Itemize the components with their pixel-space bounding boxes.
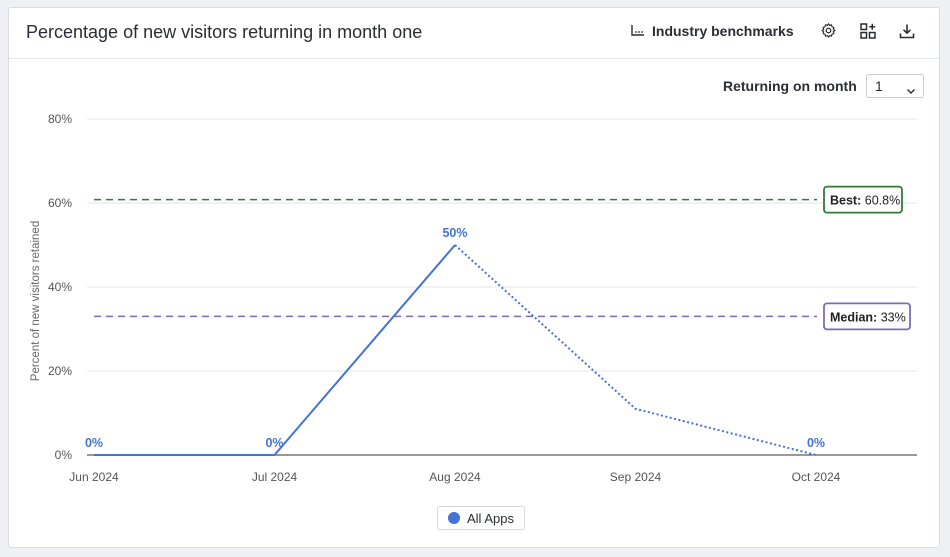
best-label-box [823, 185, 903, 214]
gear-icon [820, 22, 837, 44]
month-select-value: 1 [875, 78, 883, 94]
returning-on-month-label: Returning on month [723, 78, 857, 94]
x-tick-label: Aug 2024 [429, 470, 481, 484]
y-tick-label: 80% [48, 112, 72, 126]
y-axis-title: Percent of new visitors retained [30, 221, 42, 381]
industry-benchmarks-button[interactable]: Industry benchmarks [631, 23, 794, 39]
legend-label: All Apps [467, 510, 514, 526]
add-widget-icon [860, 22, 876, 44]
series-line-solid [94, 244, 456, 456]
median-benchmark-label: Median: 33% [823, 302, 911, 331]
add-widget-button[interactable] [857, 22, 879, 44]
y-tick-label: 40% [48, 280, 72, 294]
data-label: 0% [265, 436, 283, 450]
x-tick-label: Jul 2024 [252, 470, 298, 484]
legend-dot-icon [448, 512, 460, 524]
best-label-text: Best: 60.8% [830, 194, 900, 208]
x-tick-label: Oct 2024 [792, 470, 841, 484]
chart-title: Percentage of new visitors returning in … [26, 22, 423, 42]
industry-benchmarks-label: Industry benchmarks [652, 23, 794, 39]
download-button[interactable] [896, 22, 918, 44]
data-label: 0% [85, 436, 103, 450]
y-tick-label: 60% [48, 196, 72, 210]
chart-card: Percentage of new visitors returning in … [8, 7, 940, 548]
retention-line-chart: 0% 20% 40% 60% 80% Jun 2024 Jul 2024 Aug 2024 Se… [30, 112, 917, 484]
download-icon [899, 23, 915, 44]
month-select[interactable]: 1 [866, 74, 924, 98]
benchmark-chart-icon [631, 23, 645, 39]
y-tick-label: 20% [48, 364, 72, 378]
chevron-down-icon [906, 80, 916, 102]
median-label-box [823, 302, 911, 331]
data-label: 50% [442, 226, 467, 240]
series-line-dotted [454, 244, 817, 456]
card-header: Percentage of new visitors returning in … [9, 8, 939, 59]
median-label-text: Median: 33% [830, 310, 906, 324]
x-tick-label: Jun 2024 [69, 470, 119, 484]
x-tick-label: Sep 2024 [610, 470, 662, 484]
y-tick-label: 0% [55, 448, 73, 462]
settings-button[interactable] [817, 22, 839, 44]
best-benchmark-label: Best: 60.8% [823, 185, 903, 214]
legend-all-apps[interactable]: All Apps [437, 506, 525, 530]
data-label: 0% [807, 436, 825, 450]
